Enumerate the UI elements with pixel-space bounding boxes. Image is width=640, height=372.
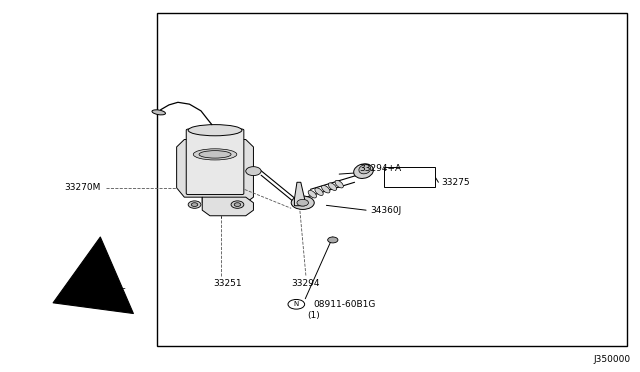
Circle shape — [191, 203, 198, 206]
Text: 33294: 33294 — [292, 279, 320, 288]
Ellipse shape — [315, 188, 323, 195]
Ellipse shape — [188, 125, 242, 136]
Text: FRONT: FRONT — [95, 288, 125, 297]
Bar — [157, 13, 627, 346]
Ellipse shape — [322, 185, 330, 193]
Circle shape — [188, 201, 201, 208]
Ellipse shape — [308, 190, 316, 198]
Text: 33294+A: 33294+A — [360, 164, 402, 173]
Circle shape — [291, 196, 314, 209]
FancyBboxPatch shape — [186, 129, 244, 195]
Circle shape — [297, 199, 308, 206]
Ellipse shape — [359, 165, 371, 174]
Polygon shape — [294, 182, 305, 206]
Text: 33251: 33251 — [213, 279, 241, 288]
Ellipse shape — [328, 183, 337, 190]
Text: (1): (1) — [307, 311, 320, 320]
Ellipse shape — [354, 164, 373, 179]
Circle shape — [288, 299, 305, 309]
Polygon shape — [202, 197, 253, 216]
Ellipse shape — [152, 110, 166, 115]
Circle shape — [231, 201, 244, 208]
Bar — [384, 167, 435, 187]
Text: 34360J: 34360J — [370, 206, 401, 215]
Text: N: N — [294, 301, 299, 307]
Ellipse shape — [193, 149, 237, 160]
Text: 33275: 33275 — [442, 178, 470, 187]
Circle shape — [234, 203, 241, 206]
Circle shape — [328, 237, 338, 243]
Text: 33270M: 33270M — [65, 183, 101, 192]
Ellipse shape — [199, 151, 231, 158]
Text: 08911-60B1G: 08911-60B1G — [314, 300, 376, 309]
Ellipse shape — [335, 180, 343, 188]
Text: J350000: J350000 — [593, 355, 630, 364]
Polygon shape — [177, 140, 253, 203]
Circle shape — [246, 167, 261, 176]
